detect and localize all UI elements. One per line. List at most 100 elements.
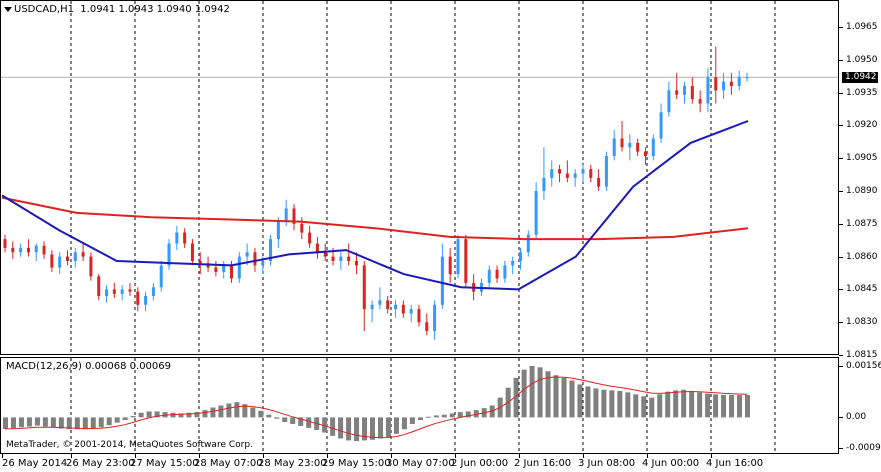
candle-body <box>737 77 741 86</box>
macd-histogram-bar <box>162 412 168 418</box>
macd-histogram-bar <box>178 413 184 418</box>
macd-histogram-bar <box>473 410 479 418</box>
price-axis-label: 1.0860 <box>846 251 878 262</box>
time-axis-label: 28 May 07:00 <box>194 458 263 469</box>
candle-body <box>573 173 577 178</box>
candle-body <box>628 142 632 148</box>
time-axis-label: 4 Jun 16:00 <box>706 458 764 469</box>
candle-body <box>89 256 93 277</box>
candle-body <box>151 287 155 296</box>
candle-body <box>565 173 569 178</box>
candle-body <box>722 81 726 91</box>
candle-body <box>745 77 749 79</box>
time-axis-label: 2 Jun 16:00 <box>514 458 572 469</box>
candle-body <box>612 138 616 156</box>
macd-axis-label: -0.00093 <box>846 443 881 453</box>
macd-histogram-bar <box>306 417 312 428</box>
candle-body <box>589 169 593 178</box>
macd-histogram-bar <box>673 390 679 418</box>
candle-body <box>315 243 319 253</box>
candle-body <box>112 289 116 294</box>
macd-histogram-bar <box>705 393 711 418</box>
candle-body <box>136 291 140 305</box>
ma-fast-line <box>1 120 749 291</box>
candle-body <box>487 269 491 283</box>
time-axis-tick <box>391 454 392 458</box>
candle-body <box>401 304 405 314</box>
macd-histogram-bar <box>3 417 8 429</box>
time-axis-label: 2 Jun 00:00 <box>451 458 509 469</box>
macd-histogram-bar <box>218 405 224 418</box>
candle-body <box>417 309 421 323</box>
macd-histogram-bar <box>393 417 399 434</box>
candle-body <box>339 256 343 261</box>
macd-histogram-bar <box>545 371 551 418</box>
time-axis-tick <box>583 454 584 458</box>
macd-histogram-bar <box>697 392 703 418</box>
candle-body <box>409 309 413 314</box>
candle-body <box>3 239 7 248</box>
macd-axis-label: 0.00156 <box>846 361 881 371</box>
candle-body <box>581 169 585 174</box>
candle-body <box>34 245 38 253</box>
macd-histogram-bar <box>266 414 272 418</box>
candle-body <box>65 256 69 261</box>
price-axis-tick <box>839 158 843 160</box>
candle-body <box>73 252 77 261</box>
macd-histogram-bar <box>282 417 288 422</box>
macd-histogram-bar <box>657 394 663 418</box>
candle-body <box>495 269 499 279</box>
macd-histogram-bar <box>689 391 695 418</box>
time-axis-tick <box>327 454 328 458</box>
candle-body <box>464 239 468 283</box>
macd-axis-tick <box>839 417 843 419</box>
macd-histogram-bar <box>290 417 296 424</box>
candle-body <box>683 86 687 95</box>
candle-body <box>183 232 187 244</box>
macd-histogram-bar <box>186 412 192 418</box>
macd-histogram-bar <box>138 412 144 418</box>
candle-body <box>159 265 163 288</box>
macd-histogram-bar <box>665 391 671 418</box>
candle-body <box>323 252 327 257</box>
time-axis-label: 26 May 2014 <box>2 458 68 469</box>
time-axis-tick <box>2 454 3 458</box>
price-axis-tick <box>839 289 843 291</box>
time-axis-tick <box>711 454 712 458</box>
candle-body <box>440 256 444 305</box>
macd-histogram-bar <box>330 417 336 436</box>
dropdown-triangle-icon[interactable] <box>4 7 12 12</box>
candle-body <box>42 245 46 255</box>
candle-body <box>659 112 663 139</box>
time-axis-label: 3 Jun 08:00 <box>578 458 636 469</box>
candle-body <box>433 304 437 331</box>
macd-histogram-bar <box>26 417 32 427</box>
macd-histogram-bar <box>457 412 463 418</box>
candle-body <box>144 296 148 305</box>
macd-histogram-bar <box>513 377 519 418</box>
time-axis-tick <box>199 454 200 458</box>
candle-body <box>456 239 460 275</box>
candle-body <box>175 232 179 244</box>
candle-body <box>253 252 257 266</box>
macd-histogram-bar <box>90 417 96 429</box>
price-chart-pane[interactable] <box>0 0 839 355</box>
macd-histogram-bar <box>537 367 543 418</box>
macd-histogram-bar <box>242 404 248 418</box>
candle-body <box>26 247 30 253</box>
candle-body <box>58 256 62 268</box>
macd-histogram-bar <box>298 417 304 426</box>
macd-histogram-bar <box>385 417 391 438</box>
symbol-header: USDCAD,H1 1.0941 1.0943 1.0940 1.0942 <box>14 4 230 15</box>
macd-histogram-bar <box>425 416 431 418</box>
macd-histogram-bar <box>338 417 344 439</box>
candle-body <box>558 169 562 174</box>
candle-body <box>97 276 101 296</box>
price-axis-tick <box>839 355 843 357</box>
macd-histogram-bar <box>617 391 623 418</box>
candle-body <box>394 304 398 310</box>
time-axis-label: 26 May 23:00 <box>66 458 135 469</box>
candle-body <box>714 77 718 91</box>
macd-histogram-bar <box>649 397 655 418</box>
macd-histogram-bar <box>82 417 88 430</box>
